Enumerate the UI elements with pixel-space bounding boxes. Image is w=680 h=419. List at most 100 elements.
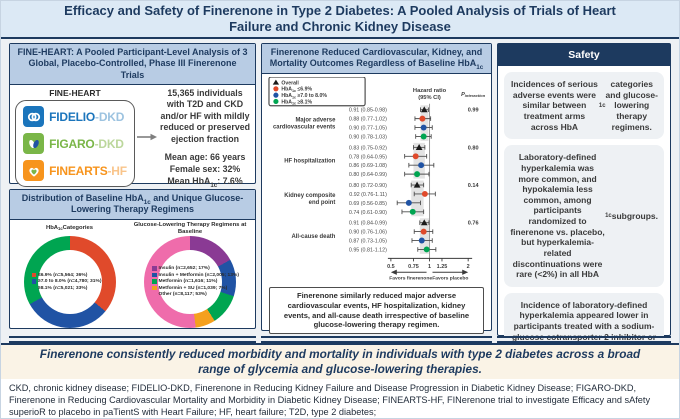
outcomes-panel-body: 0.5 0.75 1 1.25 2 Overall HbA1c ≤6.9% HbA1c ≥7.… bbox=[262, 74, 491, 339]
double-rule bbox=[497, 336, 671, 344]
svg-text:All-cause death: All-cause death bbox=[291, 234, 335, 240]
svg-text:end point: end point bbox=[308, 200, 335, 206]
svg-text:0.91 (0.84-0.99): 0.91 (0.84-0.99) bbox=[348, 220, 386, 226]
svg-text:Pinteraction: Pinteraction bbox=[461, 92, 486, 98]
svg-text:Major adverse: Major adverse bbox=[295, 117, 336, 123]
fine-heart-panel-body: FINE-HEART FIDELIO-DKD bbox=[10, 85, 255, 193]
trials-box: FIDELIO-DKD FIGARO-DKD bbox=[15, 100, 135, 188]
conclusion-band: Finerenone consistently reduced morbidit… bbox=[1, 343, 679, 380]
trial-row-figaro: FIGARO-DKD bbox=[23, 133, 127, 155]
trial-name-main: FIGARO bbox=[49, 136, 95, 151]
svg-text:HbA1c ≤6.9%: HbA1c ≤6.9% bbox=[281, 86, 312, 92]
legend-item: Insulin (n=2,652; 17%) bbox=[152, 266, 210, 271]
trial-name: FIGARO-DKD bbox=[49, 137, 124, 151]
svg-text:0.90 (0.76-1.06): 0.90 (0.76-1.06) bbox=[348, 229, 386, 235]
legend-label: Metformin (n=1,616; 11%) bbox=[158, 279, 218, 285]
middle-column: Finerenone Reduced Cardiovascular, Kidne… bbox=[261, 43, 492, 344]
kidney-icon bbox=[23, 133, 45, 155]
svg-text:0.74 (0.61-0.90): 0.74 (0.61-0.90) bbox=[348, 210, 386, 216]
right-arrow-icon bbox=[136, 129, 158, 147]
svg-text:0.86 (0.69-1.08): 0.86 (0.69-1.08) bbox=[348, 163, 386, 169]
therapy-donut-chart: Insulin (n=2,652; 17%) Insulin + Metformi… bbox=[144, 235, 239, 328]
legend-item: Metformin + SU (n=1,039; 7%) bbox=[152, 286, 227, 291]
svg-text:0.90 (0.77-1.05): 0.90 (0.77-1.05) bbox=[348, 125, 386, 131]
abbreviations-text: CKD, chronic kidney disease; FIDELIO-DKD… bbox=[9, 383, 651, 417]
svg-text:0.91 (0.85-0.98): 0.91 (0.85-0.98) bbox=[348, 107, 386, 113]
trial-name: FINEARTS-HF bbox=[49, 164, 127, 178]
legend-label: Metformin + SU (n=1,039; 7%) bbox=[158, 285, 228, 291]
stat-female-sex: Female sex: 32% bbox=[169, 163, 241, 174]
legend-swatch bbox=[152, 272, 157, 278]
svg-text:0.14: 0.14 bbox=[467, 183, 479, 189]
distribution-panel-body: HbA 1c Categories ≤6.9% (n=5,564; 36%) ≥7.… bbox=[10, 220, 255, 332]
legend-swatch bbox=[31, 272, 37, 278]
heart-icon bbox=[23, 160, 45, 182]
right-column: Safety Incidences of serious adverse eve… bbox=[497, 43, 671, 371]
legend-item: Insulin + Metformin (n=2,005; 13%) bbox=[152, 273, 239, 278]
distribution-panel-header: Distribution of Baseline HbA1c and Uniqu… bbox=[10, 190, 255, 220]
title-divider bbox=[1, 36, 679, 40]
trial-name-main: FINEARTS bbox=[49, 163, 108, 178]
distribution-panel: Distribution of Baseline HbA1c and Uniqu… bbox=[9, 189, 256, 332]
trial-name: FIDELIO-DKD bbox=[49, 110, 124, 124]
safety-item: Incidences of serious adverse events wer… bbox=[504, 72, 664, 140]
donut-hole bbox=[37, 249, 102, 314]
svg-text:Kidney composite: Kidney composite bbox=[284, 193, 336, 199]
hba1c-donut-figure: HbA 1c Categories ≤6.9% (n=5,564; 36%) ≥7.… bbox=[14, 222, 125, 328]
trial-row-finearts: FINEARTS-HF bbox=[23, 160, 127, 182]
svg-text:0.69 (0.56-0.85): 0.69 (0.56-0.85) bbox=[348, 201, 386, 207]
legend-swatch bbox=[152, 279, 157, 284]
main-content: FINE-HEART: A Pooled Participant-Level A… bbox=[1, 39, 679, 371]
svg-text:0.95 (0.81-1.12): 0.95 (0.81-1.12) bbox=[348, 247, 386, 253]
hba1c-donut-legend: ≤6.9% (n=5,564; 36%) ≥7.0 to 8.0% (n=4,78… bbox=[31, 236, 116, 328]
svg-text:HbA1c ≥7.0 to 8.0%: HbA1c ≥7.0 to 8.0% bbox=[281, 93, 327, 99]
legend-label: ≥7.0 to 8.0% (n=4,780; 31%) bbox=[38, 279, 102, 285]
outcomes-panel: Finerenone Reduced Cardiovascular, Kidne… bbox=[261, 43, 492, 335]
svg-text:1: 1 bbox=[428, 264, 431, 270]
population-text: 15,365 individuals with T2D and CKD and/… bbox=[160, 87, 250, 144]
therapy-donut-legend: Insulin (n=2,652; 17%) Insulin + Metformi… bbox=[152, 236, 239, 328]
svg-text:0.90 (0.78-1.03): 0.90 (0.78-1.03) bbox=[348, 134, 386, 140]
svg-text:0.76: 0.76 bbox=[467, 220, 478, 226]
legend-label: Other (n=8,117; 53%) bbox=[158, 292, 207, 298]
svg-text:HbA1c ≥8.1%: HbA1c ≥8.1% bbox=[281, 99, 312, 105]
conclusion-text: Finerenone consistently reduced morbidit… bbox=[39, 346, 641, 377]
stat-mean-hba1c: Mean HbA1c: 7.6% bbox=[167, 175, 243, 189]
trial-row-fidelio: FIDELIO-DKD bbox=[23, 106, 127, 128]
svg-text:0.80 (0.72-0.90): 0.80 (0.72-0.90) bbox=[348, 183, 386, 189]
svg-text:0.83 (0.75-0.92): 0.83 (0.75-0.92) bbox=[348, 145, 386, 151]
therapy-donut-figure: Glucose-Lowering Therapy Regimens at Bas… bbox=[129, 222, 251, 328]
svg-text:Overall: Overall bbox=[281, 80, 299, 86]
svg-text:(95% CI): (95% CI) bbox=[418, 95, 441, 101]
hba1c-donut-title: HbA 1c Categories bbox=[45, 225, 94, 232]
page-title: Efficacy and Safety of Finerenone in Typ… bbox=[64, 2, 616, 34]
legend-item: ≤6.9% (n=5,564; 36%) bbox=[31, 272, 88, 278]
legend-label: ≤6.9% (n=5,564; 36%) bbox=[38, 272, 88, 278]
fine-heart-panel-header: FINE-HEART: A Pooled Participant-Level A… bbox=[10, 44, 255, 85]
donut-hole bbox=[158, 249, 223, 314]
legend-item: ≥7.0 to 8.0% (n=4,780; 31%) bbox=[31, 279, 102, 285]
therapy-donut-title: Glucose-Lowering Therapy Regimens at Bas… bbox=[133, 221, 247, 235]
trial-name-suffix: -DKD bbox=[95, 109, 125, 124]
legend-item: Other (n=8,117; 53%) bbox=[152, 292, 207, 297]
legend-label: Insulin + Metformin (n=2,005; 13%) bbox=[158, 272, 239, 278]
double-rule bbox=[261, 336, 492, 344]
legend-swatch bbox=[152, 285, 157, 291]
stat-mean-age: Mean age: 66 years bbox=[164, 152, 246, 163]
safety-panel-header: Safety bbox=[498, 44, 670, 67]
svg-text:Hazard ratio: Hazard ratio bbox=[412, 88, 446, 94]
title-band: Efficacy and Safety of Finerenone in Typ… bbox=[1, 1, 679, 37]
population-block: 15,365 individuals with T2D and CKD and/… bbox=[160, 88, 250, 188]
svg-text:2: 2 bbox=[466, 264, 469, 270]
rings-icon bbox=[23, 106, 45, 128]
legend-label: ≥8.1% (n=5,021; 33%) bbox=[38, 285, 88, 291]
trial-name-main: FIDELIO bbox=[49, 109, 96, 124]
svg-text:Favors placebo: Favors placebo bbox=[432, 275, 468, 281]
abbreviations-footer: CKD, chronic kidney disease; FIDELIO-DKD… bbox=[1, 379, 679, 419]
trials-block: FINE-HEART FIDELIO-DKD bbox=[15, 88, 135, 188]
safety-item: Laboratory-defined hyperkalemia was more… bbox=[504, 145, 664, 287]
svg-text:HF hospitalization: HF hospitalization bbox=[284, 158, 336, 164]
trial-name-suffix: -DKD bbox=[94, 136, 124, 151]
